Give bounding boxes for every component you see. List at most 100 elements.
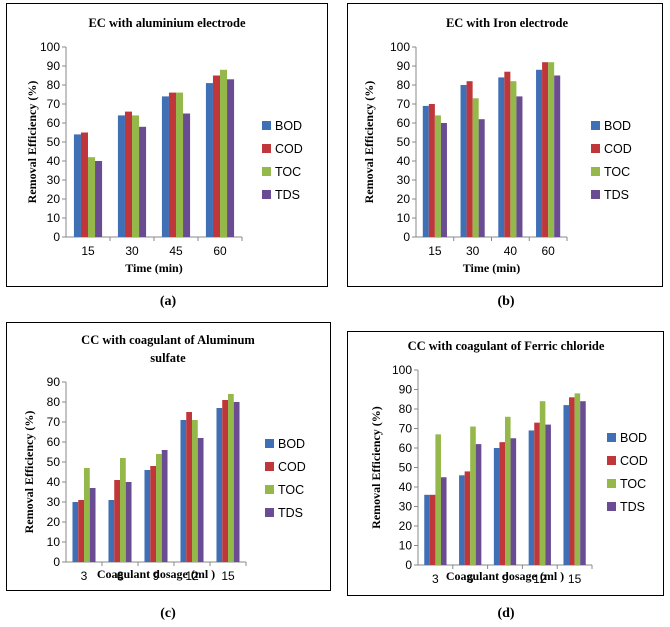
bar-bod [536, 69, 543, 237]
bar-tds [183, 113, 191, 237]
bar-tds [554, 75, 561, 237]
y-tick-label: 50 [397, 135, 411, 149]
legend-swatch-toc [262, 167, 271, 176]
chart-title: CC with coagulant of Ferric chloride [408, 339, 605, 353]
panel-label-b: (b) [497, 294, 514, 309]
x-tick-label: 40 [504, 244, 518, 258]
y-tick-label: 80 [397, 78, 411, 92]
y-tick-label: 20 [47, 192, 61, 206]
legend-label-bod: BOD [275, 119, 302, 133]
y-tick-label: 80 [399, 402, 413, 416]
legend-label-cod: COD [275, 142, 303, 156]
y-tick-label: 10 [47, 535, 61, 549]
x-tick-label: 15 [428, 244, 442, 258]
legend-label-cod: COD [278, 460, 306, 474]
legend-swatch-tds [607, 502, 616, 511]
y-tick-label: 100 [390, 40, 410, 54]
bar-toc [505, 416, 511, 565]
y-tick-label: 40 [47, 154, 61, 168]
bar-toc [228, 394, 234, 562]
legend-label-tds: TDS [275, 188, 300, 202]
bar-cod [168, 92, 176, 237]
bar-tds [545, 424, 551, 565]
bar-tds [580, 401, 586, 565]
legend-label-cod: COD [620, 454, 648, 468]
y-tick-label: 100 [40, 40, 60, 54]
y-tick-label: 20 [47, 515, 61, 529]
bar-cod [428, 104, 435, 237]
legend-label-toc: TOC [275, 165, 301, 179]
legend-label-bod: BOD [620, 431, 647, 445]
bar-toc [132, 115, 140, 237]
bar-toc [470, 426, 476, 565]
legend-swatch-bod [607, 433, 616, 442]
bar-toc [539, 401, 546, 565]
y-tick-label: 60 [397, 116, 411, 130]
y-tick-label: 40 [397, 154, 411, 168]
legend-label-tds: TDS [620, 500, 645, 514]
x-axis-label: Coagulant dosage (ml ) [97, 567, 215, 581]
y-tick-label: 0 [405, 558, 412, 572]
y-tick-label: 20 [399, 519, 413, 533]
bar-tds [95, 161, 103, 237]
bar-tds [161, 450, 168, 562]
y-tick-label: 10 [397, 211, 411, 225]
bar-cod [222, 400, 228, 562]
legend-swatch-bod [262, 121, 271, 130]
legend-swatch-tds [265, 508, 274, 517]
chart-title: EC with Iron electrode [446, 16, 569, 30]
bar-cod [186, 412, 192, 562]
y-tick-label: 90 [399, 383, 413, 397]
x-tick-label: 15 [81, 244, 95, 258]
legend-swatch-cod [265, 462, 274, 471]
y-tick-label: 20 [397, 192, 411, 206]
bar-cod [124, 111, 132, 237]
bar-toc [220, 69, 228, 237]
x-tick-label: 30 [466, 244, 480, 258]
y-tick-label: 30 [397, 173, 411, 187]
bar-tds [440, 123, 447, 237]
legend-label-cod: COD [604, 142, 632, 156]
x-axis-label: Time (min) [463, 261, 520, 275]
chart-title: EC with aluminium electrode [88, 16, 246, 30]
x-tick-label: 15 [221, 569, 235, 583]
legend-swatch-bod [591, 121, 600, 130]
x-tick-label: 9 [153, 569, 160, 583]
panel-label-d: (d) [497, 606, 514, 621]
y-tick-label: 60 [399, 441, 413, 455]
legend-swatch-tds [591, 190, 600, 199]
legend-swatch-toc [265, 485, 274, 494]
legend-swatch-cod [262, 144, 271, 153]
legend-label-tds: TDS [604, 188, 629, 202]
y-tick-label: 70 [399, 422, 413, 436]
legend-swatch-toc [607, 479, 616, 488]
x-tick-label: 3 [81, 569, 88, 583]
x-tick-label: 6 [467, 572, 474, 586]
bar-cod [542, 62, 549, 238]
x-tick-label: 6 [117, 569, 124, 583]
bar-bod [460, 85, 467, 237]
x-tick-label: 45 [169, 244, 183, 258]
bar-toc [84, 468, 90, 562]
y-tick-label: 0 [53, 555, 60, 569]
x-tick-label: 12 [185, 569, 199, 583]
bar-toc [434, 115, 441, 237]
y-tick-label: 30 [47, 173, 61, 187]
bar-tds [440, 477, 447, 565]
panel-label-a: (a) [160, 294, 177, 309]
bar-toc [435, 434, 441, 565]
y-tick-label: 90 [47, 59, 61, 73]
bar-tds [478, 119, 485, 237]
bar-bod [422, 105, 429, 238]
bar-bod [117, 115, 125, 237]
y-tick-label: 80 [47, 78, 61, 92]
y-tick-label: 70 [47, 415, 61, 429]
bar-bod [459, 475, 465, 565]
x-tick-label: 15 [568, 572, 582, 586]
y-tick-label: 100 [392, 363, 412, 377]
bar-tds [227, 79, 235, 237]
bar-cod [429, 494, 436, 565]
bar-bod [72, 502, 79, 562]
panel-frame-c [6, 322, 331, 591]
y-tick-label: 50 [399, 461, 413, 475]
